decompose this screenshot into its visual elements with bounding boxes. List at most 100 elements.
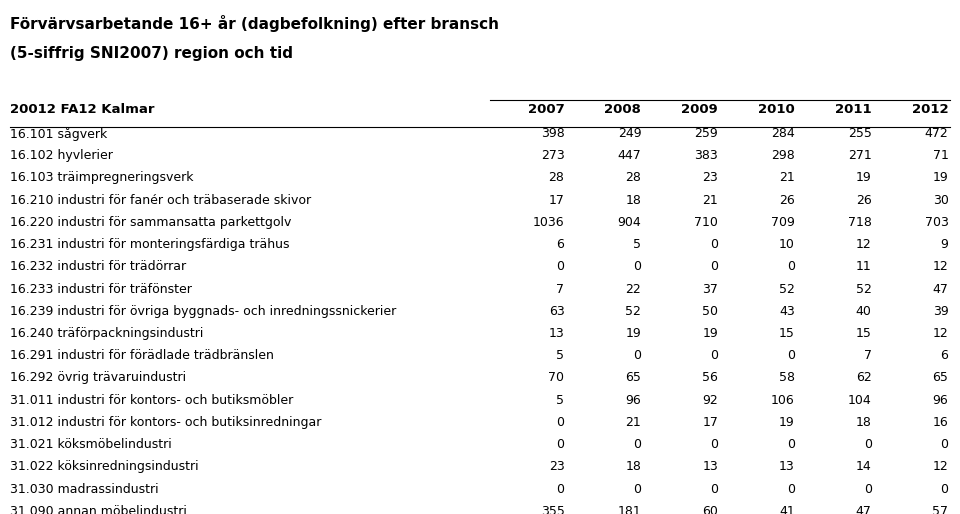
Text: 16.232 industri för trädörrar: 16.232 industri för trädörrar bbox=[10, 260, 185, 273]
Text: 447: 447 bbox=[617, 149, 641, 162]
Text: 21: 21 bbox=[703, 194, 718, 207]
Text: 0: 0 bbox=[710, 483, 718, 495]
Text: 718: 718 bbox=[848, 216, 872, 229]
Text: 355: 355 bbox=[540, 505, 564, 514]
Text: 255: 255 bbox=[848, 127, 872, 140]
Text: 47: 47 bbox=[932, 283, 948, 296]
Text: 50: 50 bbox=[702, 305, 718, 318]
Text: 1036: 1036 bbox=[533, 216, 564, 229]
Text: 16.102 hyvlerier: 16.102 hyvlerier bbox=[10, 149, 112, 162]
Text: 0: 0 bbox=[710, 260, 718, 273]
Text: 0: 0 bbox=[864, 483, 872, 495]
Text: 52: 52 bbox=[779, 283, 795, 296]
Text: 13: 13 bbox=[780, 461, 795, 473]
Text: 16.103 träimpregneringsverk: 16.103 träimpregneringsverk bbox=[10, 171, 193, 185]
Text: 17: 17 bbox=[548, 194, 564, 207]
Text: 39: 39 bbox=[933, 305, 948, 318]
Text: 31.012 industri för kontors- och butiksinredningar: 31.012 industri för kontors- och butiksi… bbox=[10, 416, 321, 429]
Text: 472: 472 bbox=[924, 127, 948, 140]
Text: 16.239 industri för övriga byggnads- och inredningssnickerier: 16.239 industri för övriga byggnads- och… bbox=[10, 305, 396, 318]
Text: 0: 0 bbox=[634, 438, 641, 451]
Text: 0: 0 bbox=[557, 438, 564, 451]
Text: 710: 710 bbox=[694, 216, 718, 229]
Text: 2011: 2011 bbox=[835, 103, 872, 116]
Text: 0: 0 bbox=[710, 349, 718, 362]
Text: 28: 28 bbox=[625, 171, 641, 185]
Text: 13: 13 bbox=[703, 461, 718, 473]
Text: 19: 19 bbox=[856, 171, 872, 185]
Text: 23: 23 bbox=[703, 171, 718, 185]
Text: 398: 398 bbox=[540, 127, 564, 140]
Text: 16.231 industri för monteringsfärdiga trähus: 16.231 industri för monteringsfärdiga tr… bbox=[10, 238, 289, 251]
Text: 92: 92 bbox=[703, 394, 718, 407]
Text: 11: 11 bbox=[856, 260, 872, 273]
Text: 10: 10 bbox=[779, 238, 795, 251]
Text: 31.030 madrassindustri: 31.030 madrassindustri bbox=[10, 483, 158, 495]
Text: 2008: 2008 bbox=[605, 103, 641, 116]
Text: 12: 12 bbox=[856, 238, 872, 251]
Text: 52: 52 bbox=[625, 305, 641, 318]
Text: 0: 0 bbox=[864, 438, 872, 451]
Text: 104: 104 bbox=[848, 394, 872, 407]
Text: 284: 284 bbox=[771, 127, 795, 140]
Text: 12: 12 bbox=[933, 461, 948, 473]
Text: 16.233 industri för träfönster: 16.233 industri för träfönster bbox=[10, 283, 191, 296]
Text: 709: 709 bbox=[771, 216, 795, 229]
Text: 0: 0 bbox=[557, 416, 564, 429]
Text: 58: 58 bbox=[779, 372, 795, 384]
Text: 15: 15 bbox=[855, 327, 872, 340]
Text: 0: 0 bbox=[787, 438, 795, 451]
Text: 2010: 2010 bbox=[758, 103, 795, 116]
Text: 0: 0 bbox=[634, 483, 641, 495]
Text: 5: 5 bbox=[634, 238, 641, 251]
Text: 5: 5 bbox=[557, 394, 564, 407]
Text: 9: 9 bbox=[941, 238, 948, 251]
Text: Förvärvsarbetande 16+ år (dagbefolkning) efter bransch: Förvärvsarbetande 16+ år (dagbefolkning)… bbox=[10, 15, 498, 32]
Text: 19: 19 bbox=[780, 416, 795, 429]
Text: 259: 259 bbox=[694, 127, 718, 140]
Text: 6: 6 bbox=[941, 349, 948, 362]
Text: 904: 904 bbox=[617, 216, 641, 229]
Text: 15: 15 bbox=[779, 327, 795, 340]
Text: 16.210 industri för fanér och träbaserade skivor: 16.210 industri för fanér och träbaserad… bbox=[10, 194, 311, 207]
Text: 47: 47 bbox=[855, 505, 872, 514]
Text: 17: 17 bbox=[702, 416, 718, 429]
Text: 249: 249 bbox=[617, 127, 641, 140]
Text: 273: 273 bbox=[540, 149, 564, 162]
Text: 18: 18 bbox=[625, 194, 641, 207]
Text: 0: 0 bbox=[557, 260, 564, 273]
Text: 12: 12 bbox=[933, 260, 948, 273]
Text: 70: 70 bbox=[548, 372, 564, 384]
Text: 0: 0 bbox=[634, 260, 641, 273]
Text: 13: 13 bbox=[549, 327, 564, 340]
Text: 106: 106 bbox=[771, 394, 795, 407]
Text: 12: 12 bbox=[933, 327, 948, 340]
Text: 19: 19 bbox=[933, 171, 948, 185]
Text: 2007: 2007 bbox=[528, 103, 564, 116]
Text: 0: 0 bbox=[710, 438, 718, 451]
Text: 19: 19 bbox=[626, 327, 641, 340]
Text: 21: 21 bbox=[626, 416, 641, 429]
Text: 16.220 industri för sammansatta parkettgolv: 16.220 industri för sammansatta parkettg… bbox=[10, 216, 291, 229]
Text: 21: 21 bbox=[780, 171, 795, 185]
Text: (5-siffrig SNI2007) region och tid: (5-siffrig SNI2007) region och tid bbox=[10, 46, 293, 61]
Text: 37: 37 bbox=[702, 283, 718, 296]
Text: 31.022 köksinredningsindustri: 31.022 köksinredningsindustri bbox=[10, 461, 198, 473]
Text: 65: 65 bbox=[625, 372, 641, 384]
Text: 96: 96 bbox=[626, 394, 641, 407]
Text: 16.291 industri för förädlade trädbränslen: 16.291 industri för förädlade trädbränsl… bbox=[10, 349, 274, 362]
Text: 31.090 annan möbelindustri: 31.090 annan möbelindustri bbox=[10, 505, 186, 514]
Text: 41: 41 bbox=[780, 505, 795, 514]
Text: 22: 22 bbox=[626, 283, 641, 296]
Text: 383: 383 bbox=[694, 149, 718, 162]
Text: 298: 298 bbox=[771, 149, 795, 162]
Text: 0: 0 bbox=[787, 483, 795, 495]
Text: 6: 6 bbox=[557, 238, 564, 251]
Text: 43: 43 bbox=[780, 305, 795, 318]
Text: 0: 0 bbox=[634, 349, 641, 362]
Text: 18: 18 bbox=[855, 416, 872, 429]
Text: 19: 19 bbox=[703, 327, 718, 340]
Text: 96: 96 bbox=[933, 394, 948, 407]
Text: 56: 56 bbox=[702, 372, 718, 384]
Text: 0: 0 bbox=[941, 483, 948, 495]
